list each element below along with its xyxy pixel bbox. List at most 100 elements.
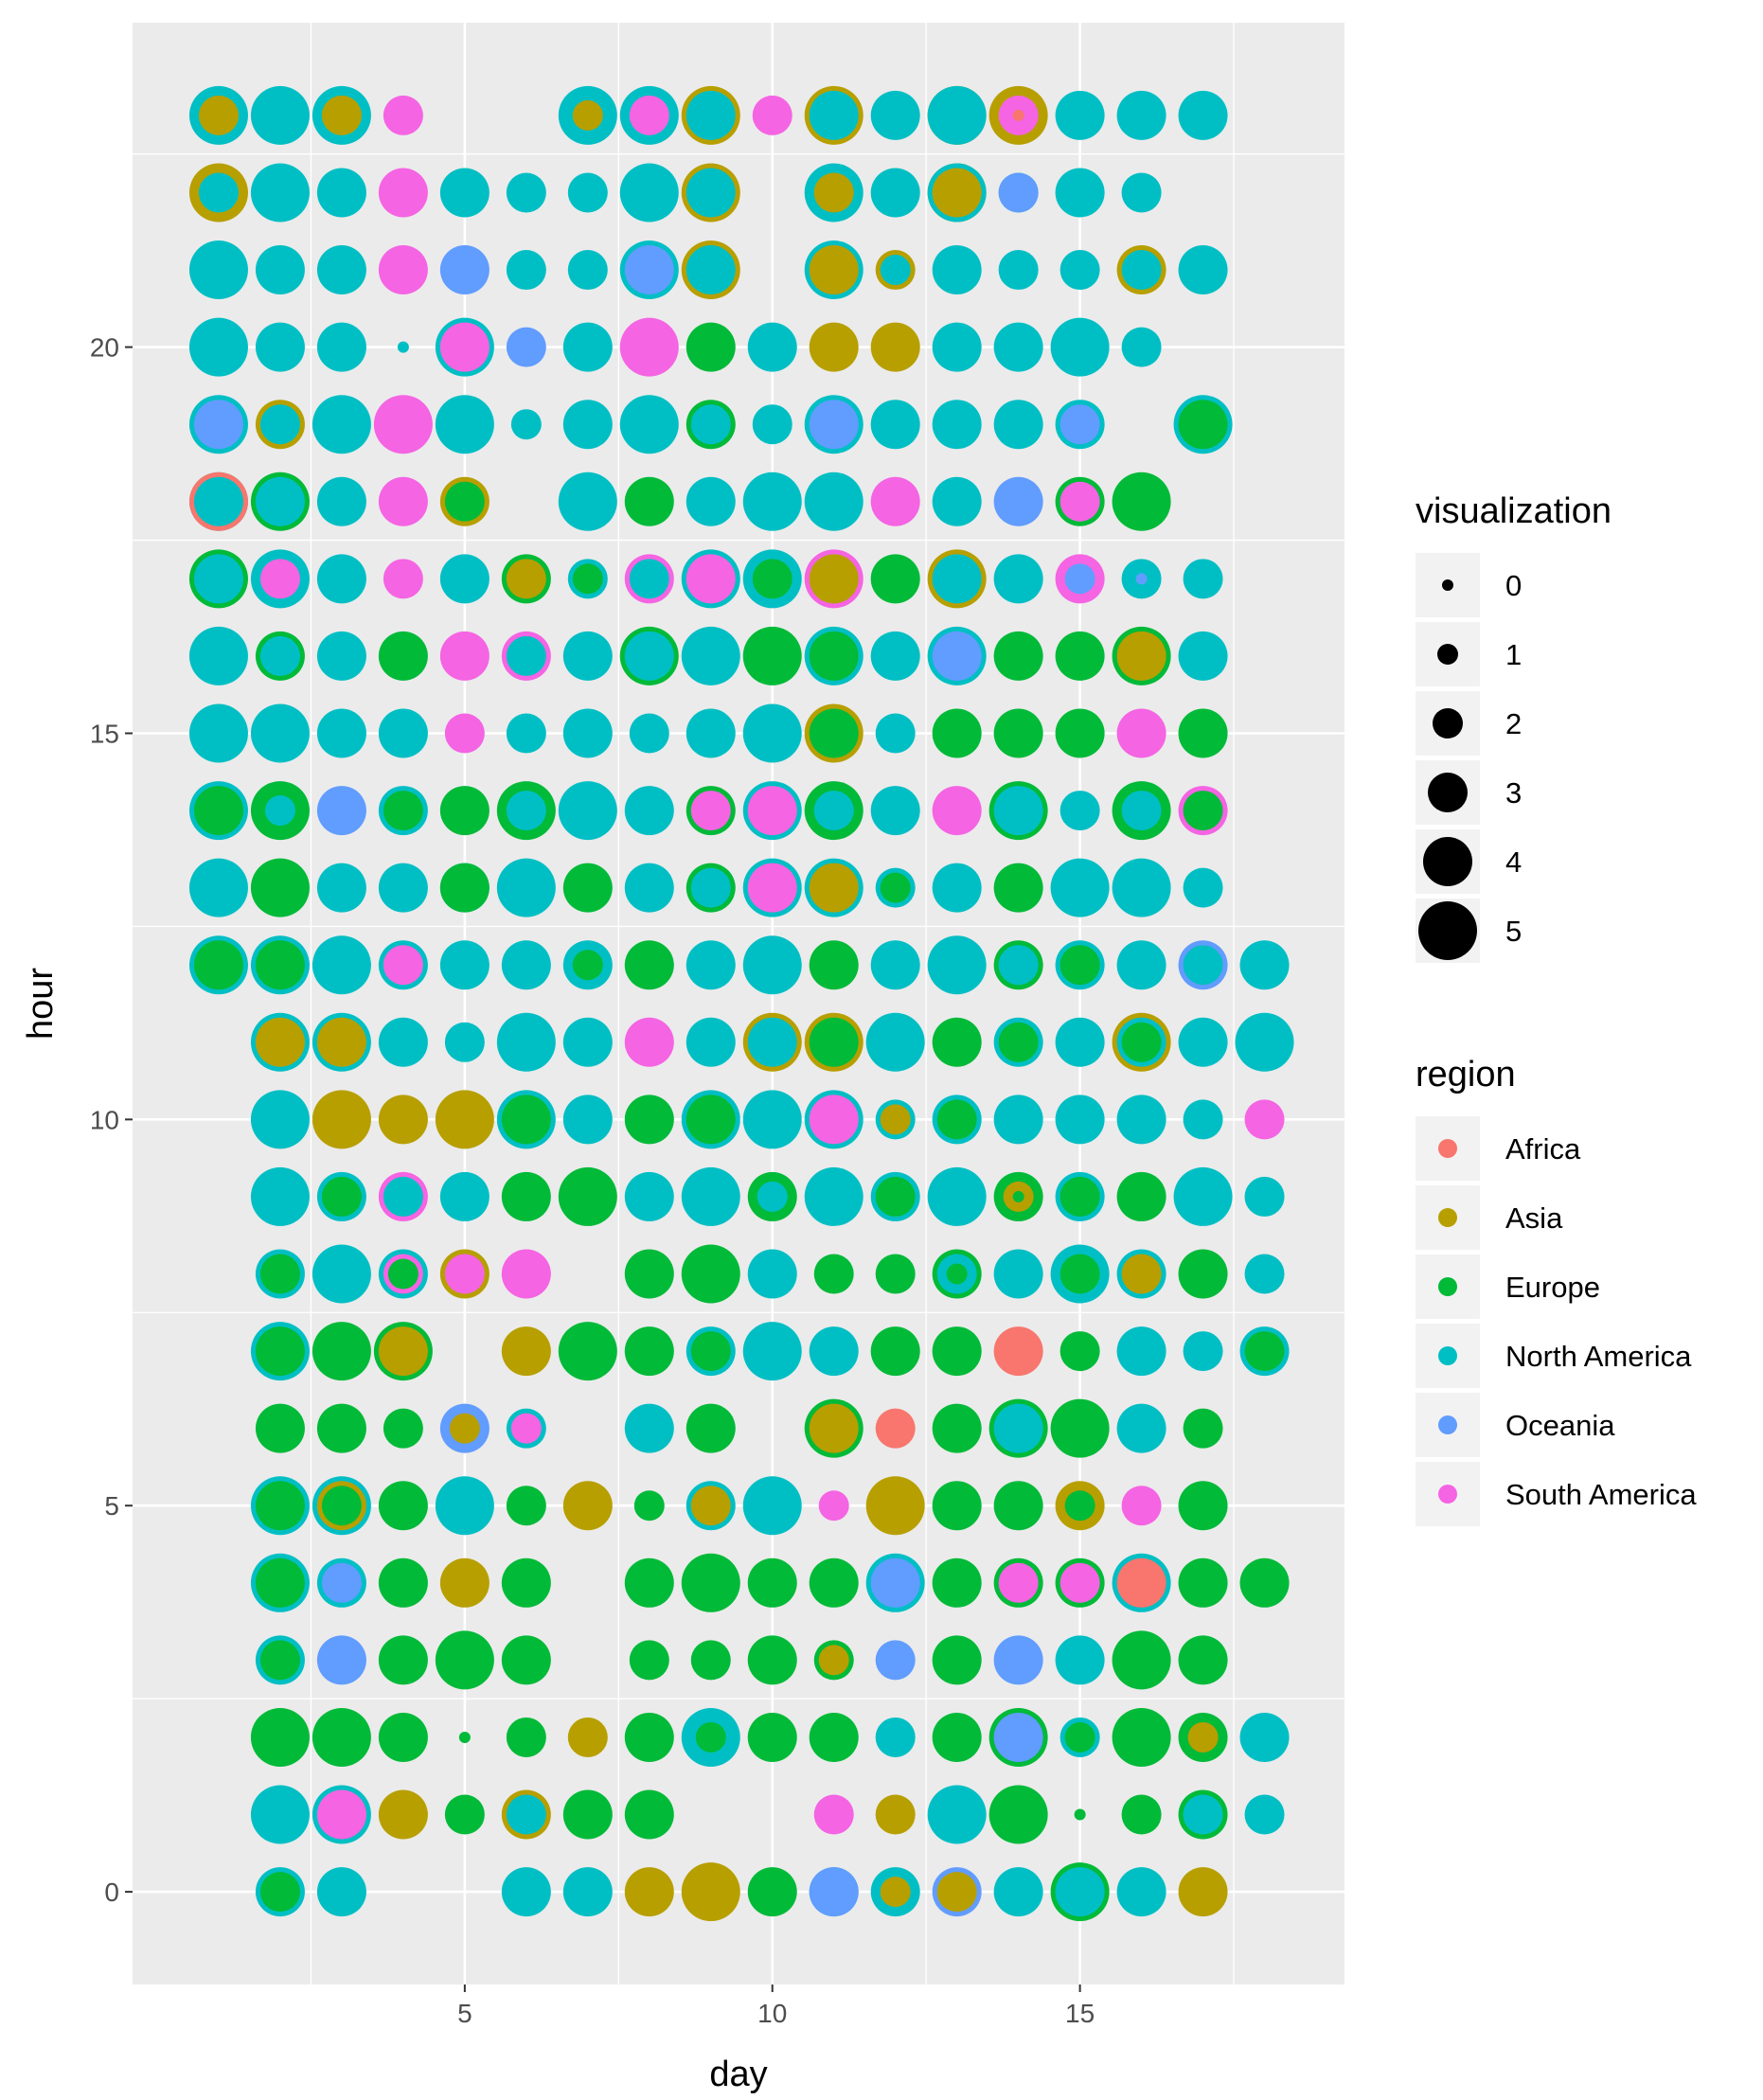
point-south-america [818,1490,849,1522]
point-north-america [927,1166,987,1226]
point-north-america [562,1017,613,1067]
point-north-america [813,791,854,831]
point-europe [993,863,1043,913]
point-europe [1055,708,1105,758]
point-oceania [316,1635,366,1685]
point-south-america [259,559,300,599]
point-asia [813,172,854,213]
point-north-america [264,795,295,827]
point-north-america [1055,1867,1105,1917]
point-north-america [681,1166,740,1226]
point-europe [690,1640,731,1681]
point-asia [255,1017,305,1067]
point-europe [378,1712,428,1762]
size-legend-label: 1 [1505,638,1522,671]
point-europe [1178,1481,1228,1531]
y-axis-title: hour [21,968,61,1040]
point-europe [809,708,859,758]
point-north-america [506,791,546,831]
point-europe [506,1486,546,1526]
point-north-america [875,1717,916,1757]
point-south-america [1060,481,1100,522]
point-north-america [1060,791,1100,831]
point-south-america [439,631,490,681]
point-europe [501,1557,551,1608]
point-europe [932,1403,982,1453]
point-north-america [316,631,366,681]
point-oceania [993,476,1043,526]
x-tick-label: 15 [1065,1999,1095,2028]
point-north-america [747,1017,797,1067]
point-north-america [1116,1326,1166,1377]
point-north-america [506,250,546,291]
point-europe [193,786,243,836]
point-north-america [562,322,613,372]
point-europe [259,1872,300,1913]
point-europe [312,1322,371,1381]
point-asia [321,95,362,135]
point-europe [506,1717,546,1757]
point-north-america [993,1249,1043,1299]
point-asia [809,245,859,295]
point-oceania [316,786,366,836]
point-north-america [1121,791,1162,831]
data-points [188,85,1294,1922]
point-north-america [255,322,305,372]
point-asia [865,1476,925,1536]
point-north-america [250,703,310,763]
point-south-america [932,786,982,836]
point-europe [809,631,859,681]
point-europe [1064,1490,1095,1522]
point-asia [501,1326,551,1377]
point-europe [1050,1398,1110,1458]
point-north-america [188,240,248,300]
point-south-america [629,95,669,135]
point-north-america [1244,1794,1285,1835]
point-europe [932,1635,982,1685]
point-north-america [619,163,679,222]
size-legend-keys: 0 1 2 3 4 5 [1416,553,1522,963]
point-north-america [624,786,674,836]
y-tick-label: 0 [104,1878,119,1907]
point-north-america [567,172,608,213]
point-south-america [501,1249,551,1299]
point-europe [259,1640,300,1681]
size-legend-symbol [1423,837,1472,886]
point-north-america [809,90,859,140]
point-africa [875,1408,916,1449]
point-europe [321,1176,362,1217]
point-europe [1064,1721,1095,1753]
point-asia [1116,631,1166,681]
point-north-america [870,631,920,681]
region-legend-symbol [1438,1277,1457,1296]
point-asia [690,1486,731,1526]
point-asia [809,322,859,372]
point-north-america [681,626,740,685]
point-south-america [624,1017,674,1067]
point-north-america [932,400,982,450]
point-asia [506,559,546,599]
point-north-america [316,1867,366,1917]
point-oceania [875,1640,916,1681]
point-north-america [312,395,371,454]
point-europe [686,322,736,372]
point-north-america [747,1249,797,1299]
size-legend-label: 4 [1505,845,1522,879]
point-asia [378,1326,428,1377]
point-north-america [747,322,797,372]
point-europe [387,1258,418,1290]
point-europe [255,1481,305,1531]
point-north-america [932,554,982,604]
point-south-america [752,95,792,135]
point-north-america [1055,1635,1105,1685]
point-oceania [998,172,1039,213]
point-north-america [1055,168,1105,218]
point-north-america [198,172,239,213]
point-asia [875,1794,916,1835]
y-tick-label: 20 [90,333,119,363]
point-asia [624,1867,674,1917]
region-legend-symbol [1438,1485,1457,1504]
point-europe [558,1322,617,1381]
size-legend-symbol [1428,773,1468,812]
point-europe [378,1557,428,1608]
